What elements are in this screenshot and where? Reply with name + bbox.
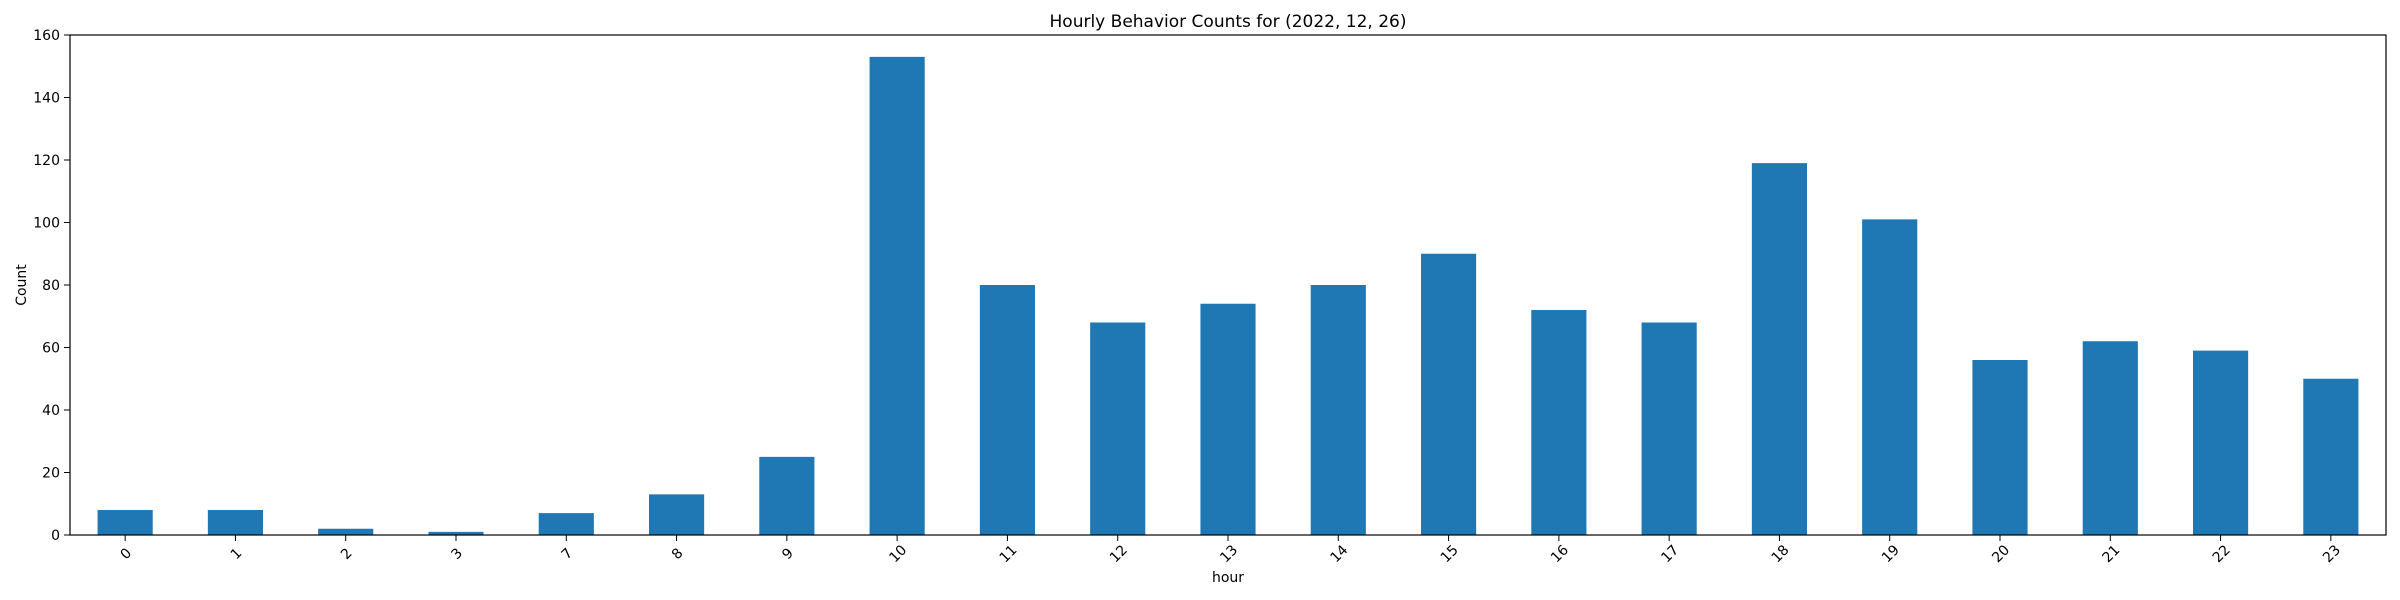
bars [97,56,2359,535]
y-tick-label: 20 [42,466,60,482]
y-tick-label: 140 [33,91,60,107]
bar-hour-8 [649,494,705,535]
y-tick-label: 60 [42,341,60,357]
x-tick-label: 3 [448,545,466,563]
x-tick-label: 14 [1327,542,1351,566]
bar-hour-0 [97,510,153,535]
x-tick-label: 10 [886,542,910,566]
bar-hour-1 [207,510,263,535]
x-tick-label: 11 [997,542,1021,566]
x-tick-label: 17 [1658,542,1682,566]
x-tick-label: 0 [118,545,136,563]
plot-frame [69,34,2387,536]
bar-hour-22 [2193,350,2249,535]
bar-hour-11 [979,285,1035,535]
bar-hour-19 [1862,219,1918,535]
x-tick-label: 21 [2099,542,2123,566]
bar-hour-2 [318,528,374,535]
x-tick-label: 16 [1548,542,1572,566]
y-tick-label: 0 [51,528,60,544]
x-tick-label: 19 [1879,542,1903,566]
bar-hour-10 [869,56,925,535]
x-tick-label: 13 [1217,542,1241,566]
x-tick-label: 23 [2320,542,2344,566]
bar-hour-21 [2082,341,2138,535]
bar-hour-13 [1200,303,1256,535]
bar-hour-7 [538,513,594,535]
y-tick-label: 120 [33,153,60,169]
bar-hour-20 [1972,360,2028,535]
y-tick-label: 100 [33,216,60,232]
bar-hour-12 [1090,322,1146,535]
y-tick-label: 160 [33,28,60,44]
chart-title: Hourly Behavior Counts for (2022, 12, 26… [1050,12,1407,32]
x-axis: 0 1 2 3 7 8 9 10 11 12 13 14 15 16 17 18 19 20 21 22 23 [118,535,2344,566]
x-axis-title: hour [1212,570,1244,586]
x-tick-label: 12 [1107,542,1131,566]
y-axis-title: Count [14,264,30,306]
x-tick-label: 22 [2210,542,2234,566]
y-tick-label: 80 [42,278,60,294]
bar-hour-16 [1531,310,1587,535]
bar-hour-18 [1751,163,1807,535]
bar-hour-15 [1421,253,1477,535]
y-axis: 0 20 40 60 80 100 120 140 160 [33,28,70,544]
x-tick-label: 7 [559,545,577,563]
bar-hour-23 [2303,378,2359,535]
x-tick-label: 2 [338,545,356,563]
bar-hour-3 [428,531,484,535]
x-tick-label: 15 [1438,542,1462,566]
x-tick-label: 1 [228,545,246,563]
x-tick-label: 18 [1769,542,1793,566]
bar-hour-9 [759,456,815,535]
x-tick-label: 20 [1989,542,2013,566]
bar-hour-14 [1310,285,1366,535]
x-tick-label: 9 [779,545,797,563]
y-tick-label: 40 [42,403,60,419]
bar-hour-17 [1641,322,1697,535]
x-tick-label: 8 [669,545,687,563]
